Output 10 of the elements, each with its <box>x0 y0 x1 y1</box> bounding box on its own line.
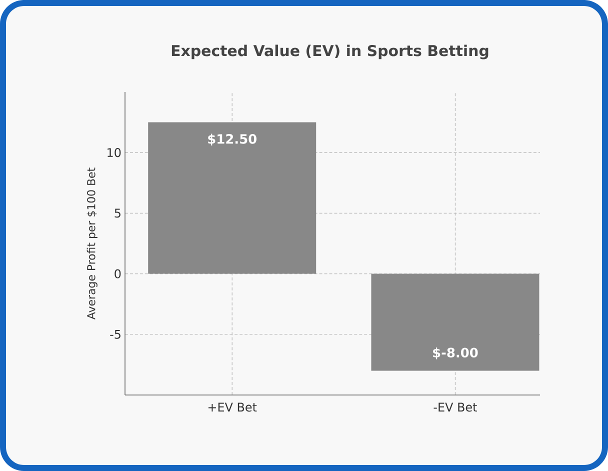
y-tick-label: 10 <box>108 148 121 158</box>
y-tick-label: 5 <box>114 208 120 218</box>
x-tick-label: -EV Bet <box>434 402 477 412</box>
chart-title: Expected Value (EV) in Sports Betting <box>172 44 488 60</box>
y-tick-label: 0 <box>114 269 121 278</box>
data-label: $12.50 <box>208 134 256 146</box>
data-label: $-8.00 <box>433 347 478 360</box>
y-axis-title: Average Profit per $100 Bet <box>86 168 98 320</box>
x-tick-label: +EV Bet <box>208 402 257 412</box>
y-tick-label: -5 <box>110 330 120 339</box>
